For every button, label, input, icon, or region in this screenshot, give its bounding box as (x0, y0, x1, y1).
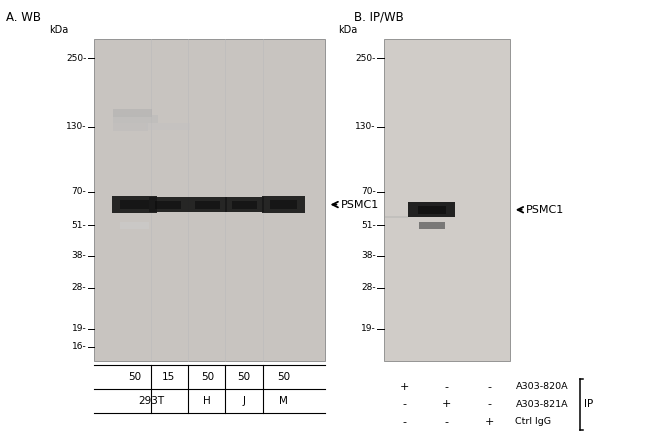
Text: J: J (242, 396, 246, 406)
Text: +: + (484, 417, 494, 427)
Text: 70-: 70- (361, 187, 376, 196)
Bar (225, 197, 264, 212)
Bar (419, 222, 445, 229)
Text: 250-: 250- (66, 54, 86, 63)
Bar (112, 196, 157, 213)
Text: Ctrl IgG: Ctrl IgG (515, 417, 551, 426)
Bar (188, 197, 227, 212)
Bar (112, 109, 151, 117)
Bar (149, 197, 188, 212)
Bar (120, 200, 150, 209)
Text: 38-: 38- (72, 251, 86, 260)
Text: A303-821A: A303-821A (515, 400, 568, 409)
Text: 50: 50 (277, 372, 290, 382)
Bar (146, 124, 190, 131)
Bar (155, 201, 181, 209)
Bar (384, 39, 510, 361)
Text: 70-: 70- (72, 187, 86, 196)
Bar (120, 222, 149, 229)
Bar (385, 216, 408, 218)
Text: -: - (487, 399, 491, 409)
Bar (94, 39, 325, 361)
Text: 19-: 19- (361, 324, 376, 333)
Text: 50: 50 (128, 372, 141, 382)
Bar (231, 201, 257, 209)
Text: 130-: 130- (66, 122, 86, 132)
Text: 15: 15 (161, 372, 175, 382)
Text: A. WB: A. WB (6, 11, 42, 24)
Bar (417, 206, 446, 214)
Text: 250-: 250- (356, 54, 376, 63)
Bar (408, 202, 455, 217)
Bar (262, 196, 305, 213)
Bar (194, 201, 220, 209)
Text: -: - (402, 417, 407, 427)
Text: 130-: 130- (355, 122, 376, 132)
Text: 16-: 16- (72, 342, 86, 351)
Text: kDa: kDa (49, 25, 68, 35)
Text: +: + (442, 399, 452, 409)
Text: M: M (279, 396, 288, 406)
Bar (112, 114, 158, 122)
Text: IP: IP (584, 399, 593, 409)
Text: -: - (487, 382, 491, 392)
Bar (270, 200, 298, 209)
Text: H: H (203, 396, 211, 406)
Text: 50: 50 (238, 372, 251, 382)
Bar (112, 123, 148, 131)
Text: 19-: 19- (72, 324, 86, 333)
Text: 51-: 51- (72, 221, 86, 229)
Text: 50: 50 (201, 372, 214, 382)
Text: B. IP/WB: B. IP/WB (354, 11, 404, 24)
Text: A303-820A: A303-820A (515, 382, 568, 391)
Text: 51-: 51- (361, 221, 376, 229)
Text: 38-: 38- (361, 251, 376, 260)
Text: 28-: 28- (361, 283, 376, 292)
Text: +: + (400, 382, 410, 392)
Text: PSMC1: PSMC1 (526, 205, 564, 215)
Text: 293T: 293T (138, 396, 164, 406)
Text: -: - (445, 417, 449, 427)
Text: -: - (402, 399, 407, 409)
Text: kDa: kDa (338, 25, 358, 35)
Text: -: - (445, 382, 449, 392)
Text: 28-: 28- (72, 283, 86, 292)
Text: PSMC1: PSMC1 (341, 200, 379, 210)
